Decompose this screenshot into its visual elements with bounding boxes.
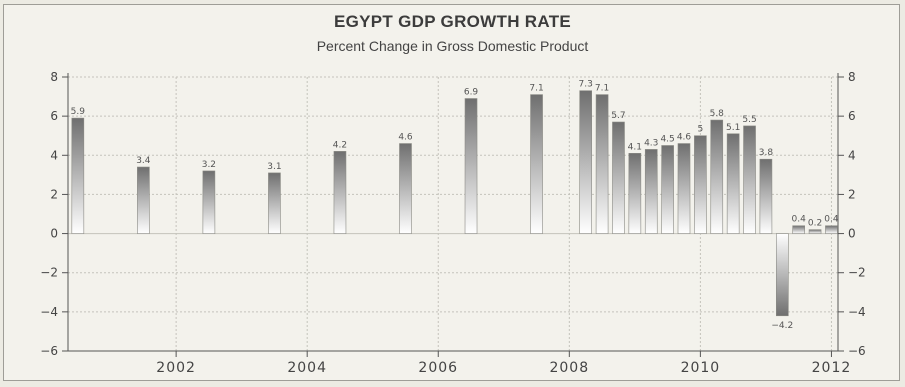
bar	[595, 94, 609, 234]
y-tick-label-left: −4	[40, 305, 58, 319]
bar	[743, 125, 756, 234]
bar-value-label: 6.9	[464, 88, 479, 98]
bar	[628, 153, 642, 234]
bar	[808, 229, 822, 234]
x-tick-label: 2006	[418, 360, 458, 376]
bar-value-label: 5.8	[710, 109, 725, 119]
y-tick-label-right: 4	[848, 148, 856, 162]
x-tick-label: 2008	[549, 360, 589, 376]
y-tick-label-right: 2	[848, 187, 856, 201]
y-tick-label-right: 0	[848, 227, 856, 241]
bar	[137, 166, 150, 234]
bar-value-label: 3.8	[759, 148, 774, 158]
bar	[759, 158, 773, 234]
y-tick-label-left: 2	[50, 187, 58, 201]
y-tick-label-left: 6	[50, 109, 58, 123]
bar	[464, 98, 478, 234]
y-tick-label-left: −6	[40, 344, 58, 358]
bar	[71, 117, 85, 234]
bar	[399, 143, 412, 234]
bar-value-label: 3.2	[202, 160, 216, 170]
bar	[579, 90, 593, 234]
y-tick-label-right: −4	[848, 305, 866, 319]
y-tick-label-left: 4	[50, 148, 58, 162]
x-tick-label: 2002	[156, 360, 196, 376]
y-tick-label-right: −2	[848, 266, 866, 280]
bar	[710, 119, 724, 234]
y-tick-label-right: 6	[848, 109, 856, 123]
bar-value-label: 4.5	[660, 135, 674, 145]
bar	[333, 151, 347, 234]
bar-value-label: 4.6	[677, 133, 692, 143]
bar-value-label: 5.7	[611, 111, 625, 121]
axes: 8 8 6 6 4 4 2 2 0 0 −2 −2 −4 −4 −6 −6 2002 2004 2006 2008 20…	[40, 70, 865, 376]
bar-value-label: 0.4	[792, 215, 807, 225]
y-tick-label-left: −2	[40, 266, 58, 280]
bar-value-label: 5.5	[742, 115, 756, 125]
bar-value-label: 0.4	[824, 215, 839, 225]
bar	[825, 225, 838, 234]
x-tick-label: 2004	[287, 360, 327, 376]
bar	[677, 143, 691, 234]
bar	[202, 170, 216, 234]
y-tick-label-left: 0	[50, 227, 58, 241]
bar-value-label: 4.1	[628, 142, 642, 152]
bar-value-label: −4.2	[771, 321, 793, 331]
x-tick-label: 2010	[681, 360, 721, 376]
bar	[644, 149, 658, 234]
x-tick-label: 2012	[812, 360, 852, 376]
chart-title: EGYPT GDP GROWTH RATE	[333, 12, 572, 31]
grid	[68, 76, 838, 352]
chart-subtitle: Percent Change in Gross Domestic Product	[316, 38, 589, 54]
bar-value-label: 5.9	[71, 107, 86, 117]
bar-value-label: 5.1	[726, 123, 740, 133]
bar	[661, 145, 674, 234]
y-tick-label-left: 8	[50, 70, 58, 84]
bar-value-label: 7.1	[595, 84, 609, 94]
bar	[726, 133, 740, 234]
y-tick-label-right: 8	[848, 70, 856, 84]
y-tick-label-right: −6	[848, 344, 866, 358]
bar-value-label: 3.1	[267, 162, 281, 172]
bar-value-label: 4.3	[644, 138, 658, 148]
bar-value-label: 0.2	[808, 219, 822, 229]
bar	[268, 172, 281, 234]
bar-value-label: 7.1	[529, 84, 543, 94]
bar	[612, 121, 625, 234]
bar-value-label: 4.6	[398, 133, 413, 143]
bar	[792, 225, 805, 234]
bar	[775, 233, 789, 317]
bar-value-label: 7.3	[579, 80, 593, 90]
bar-value-label: 4.2	[333, 140, 347, 150]
bar	[694, 135, 707, 234]
bar-value-label: 5	[698, 125, 704, 135]
bar	[530, 94, 543, 234]
bar-value-label: 3.4	[136, 156, 151, 166]
bars	[71, 90, 838, 317]
data-labels: 5.93.4 3.2 3.14.24.66.9 7.1 7.3 7.15.74.1 4.3 4…	[71, 80, 839, 331]
